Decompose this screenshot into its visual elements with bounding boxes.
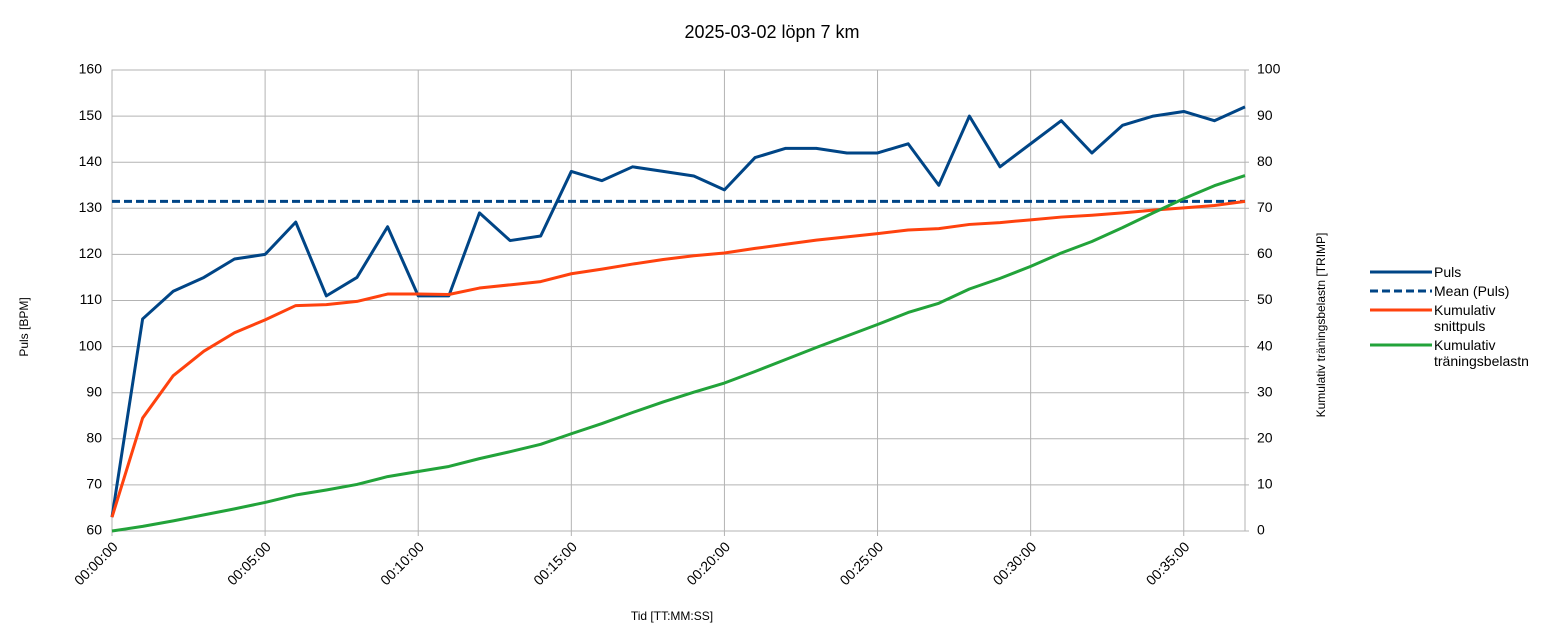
y2-tick-label: 60 <box>1257 245 1273 261</box>
y-tick-label: 140 <box>79 153 103 169</box>
legend-swatch <box>1370 343 1432 347</box>
y2-axis-label: Kumulativ träningsbelastn [TRIMP] <box>1314 233 1328 418</box>
legend-swatch <box>1370 289 1432 293</box>
x-tick-label: 00:10:00 <box>377 538 427 588</box>
data-line <box>110 199 1246 518</box>
legend-swatch <box>1370 308 1432 312</box>
y2-tick-label: 0 <box>1257 522 1265 538</box>
y-tick-label: 60 <box>86 522 102 538</box>
y2-tick-label: 10 <box>1257 476 1273 492</box>
legend-label: Kumulativ snittpuls <box>1434 302 1496 334</box>
legend-entry: Kumulativ snittpuls <box>1368 302 1548 334</box>
y-tick-label: 90 <box>86 383 102 399</box>
x-tick-label: 00:20:00 <box>683 538 733 588</box>
y2-tick-label: 70 <box>1257 199 1273 215</box>
y2-tick-label: 80 <box>1257 153 1273 169</box>
y2-tick-label: 100 <box>1257 61 1281 77</box>
y-tick-label: 100 <box>79 337 103 353</box>
legend-swatch <box>1370 270 1432 274</box>
legend-entry: Mean (Puls) <box>1368 283 1548 299</box>
x-axis-label: Tid [TT:MM:SS] <box>631 609 713 623</box>
x-tick-label: 00:35:00 <box>1143 538 1193 588</box>
y-tick-label: 120 <box>79 245 103 261</box>
x-tick-label: 00:05:00 <box>224 538 274 588</box>
legend-label: Kumulativ träningsbelastn <box>1434 337 1529 369</box>
legend: Puls Mean (Puls) Kumulativ snittpuls Kumula… <box>1368 264 1548 369</box>
y2-tick-label: 20 <box>1257 430 1273 446</box>
legend-label: Mean (Puls) <box>1434 283 1510 299</box>
chart-title: 2025-03-02 löpn 7 km <box>684 22 859 42</box>
y2-tick-label: 90 <box>1257 107 1273 123</box>
y-tick-label: 80 <box>86 430 102 446</box>
y-axis-label: Puls [BPM] <box>17 297 31 356</box>
y-tick-label: 160 <box>79 61 103 77</box>
y2-tick-label: 40 <box>1257 337 1273 353</box>
x-tick-label: 00:25:00 <box>836 538 886 588</box>
data-line <box>111 174 1246 533</box>
y2-tick-label: 30 <box>1257 383 1273 399</box>
y-tick-label: 150 <box>79 107 103 123</box>
y-tick-label: 130 <box>79 199 103 215</box>
y-tick-label: 110 <box>80 291 103 307</box>
legend-entry: Puls <box>1368 264 1548 280</box>
x-tick-label: 00:30:00 <box>990 538 1040 588</box>
legend-label: Puls <box>1434 264 1462 280</box>
y2-tick-label: 50 <box>1257 291 1273 307</box>
data-line <box>110 105 1246 518</box>
x-tick-label: 00:15:00 <box>530 538 580 588</box>
legend-entry: Kumulativ träningsbelastn <box>1368 337 1548 369</box>
y-tick-label: 70 <box>86 476 102 492</box>
x-tick-label: 00:00:00 <box>71 538 121 588</box>
